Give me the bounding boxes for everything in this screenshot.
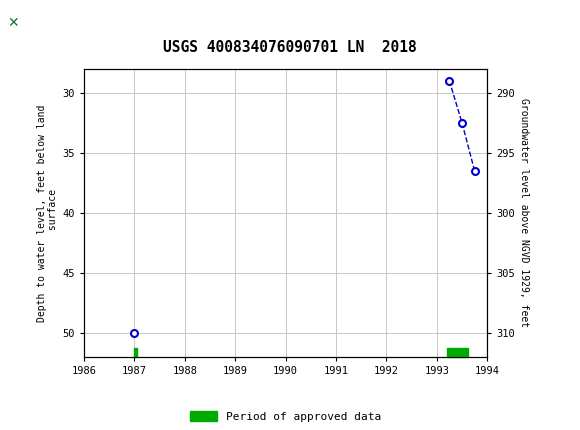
- Text: USGS: USGS: [64, 14, 119, 31]
- Y-axis label: Depth to water level, feet below land
 surface: Depth to water level, feet below land su…: [37, 104, 59, 322]
- FancyBboxPatch shape: [3, 3, 58, 42]
- Bar: [447, 348, 468, 357]
- Text: USGS 400834076090701 LN  2018: USGS 400834076090701 LN 2018: [163, 40, 417, 55]
- Legend: Period of approved data: Period of approved data: [185, 407, 386, 426]
- Y-axis label: Groundwater level above NGVD 1929, feet: Groundwater level above NGVD 1929, feet: [519, 98, 529, 327]
- Bar: [135, 348, 136, 357]
- Text: ✕: ✕: [7, 15, 19, 30]
